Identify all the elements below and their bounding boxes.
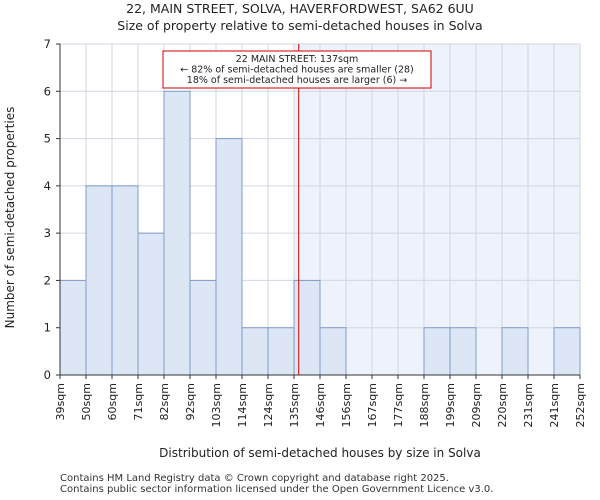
highlight-region [294, 44, 580, 375]
bar [553, 327, 581, 376]
x-axis-label: Distribution of semi-detached houses by … [159, 446, 481, 460]
x-tick-label: 135sqm [288, 383, 301, 427]
x-tick-label: 220sqm [496, 383, 509, 427]
bar [59, 279, 87, 376]
y-tick-label: 7 [44, 37, 51, 51]
x-tick-label: 92sqm [184, 383, 197, 420]
x-tick-label: 103sqm [210, 383, 223, 427]
annotation-line-2: ← 82% of semi-detached houses are smalle… [180, 65, 414, 76]
bar [111, 185, 139, 376]
y-tick-label: 1 [44, 321, 51, 335]
bar [85, 185, 113, 376]
x-tick-label: 114sqm [236, 383, 249, 427]
y-tick-label: 5 [44, 132, 51, 146]
annotation-box [162, 50, 432, 89]
bar [215, 138, 243, 376]
chart-svg: 22, MAIN STREET, SOLVA, HAVERFORDWEST, S… [3, 1, 587, 460]
bar [423, 327, 451, 376]
x-tick-label: 71sqm [132, 383, 145, 420]
bar [241, 327, 269, 376]
x-tick-label: 156sqm [340, 383, 353, 427]
annotation-line-1: 22 MAIN STREET: 137sqm [236, 54, 359, 65]
x-tick-label: 39sqm [54, 383, 67, 420]
bar [137, 232, 165, 376]
bar [163, 90, 191, 376]
x-tick-label: 199sqm [444, 383, 457, 427]
x-tick-label: 177sqm [392, 383, 405, 427]
bar [293, 279, 321, 376]
bar [449, 327, 477, 376]
x-tick-label: 231sqm [522, 383, 535, 427]
x-tick-label: 50sqm [80, 383, 93, 420]
x-tick-label: 60sqm [106, 383, 119, 420]
x-tick-label: 82sqm [158, 383, 171, 420]
chart-title: 22, MAIN STREET, SOLVA, HAVERFORDWEST, S… [126, 1, 474, 16]
footer-line-2: Contains public sector information licen… [60, 484, 494, 495]
y-tick-label: 2 [44, 273, 51, 287]
x-tick-label: 252sqm [574, 383, 587, 427]
x-tick-label: 124sqm [262, 383, 275, 427]
chart-subtitle: Size of property relative to semi-detach… [117, 18, 482, 33]
x-tick-label: 209sqm [470, 383, 483, 427]
annotation-line-3: 18% of semi-detached houses are larger (… [187, 75, 407, 86]
x-tick-label: 241sqm [548, 383, 561, 427]
y-tick-label: 6 [44, 84, 51, 98]
x-tick-label: 167sqm [366, 383, 379, 427]
x-tick-label: 146sqm [314, 383, 327, 427]
bar [189, 279, 217, 376]
x-tick-label: 188sqm [418, 383, 431, 427]
y-tick-label: 3 [44, 226, 51, 240]
y-tick-label: 4 [44, 179, 51, 193]
bar [319, 327, 347, 376]
y-axis-label: Number of semi-detached properties [3, 107, 17, 329]
y-tick-label: 0 [44, 368, 51, 382]
footer-line-1: Contains HM Land Registry data © Crown c… [60, 473, 449, 484]
bar [267, 327, 295, 376]
bar [501, 327, 529, 376]
